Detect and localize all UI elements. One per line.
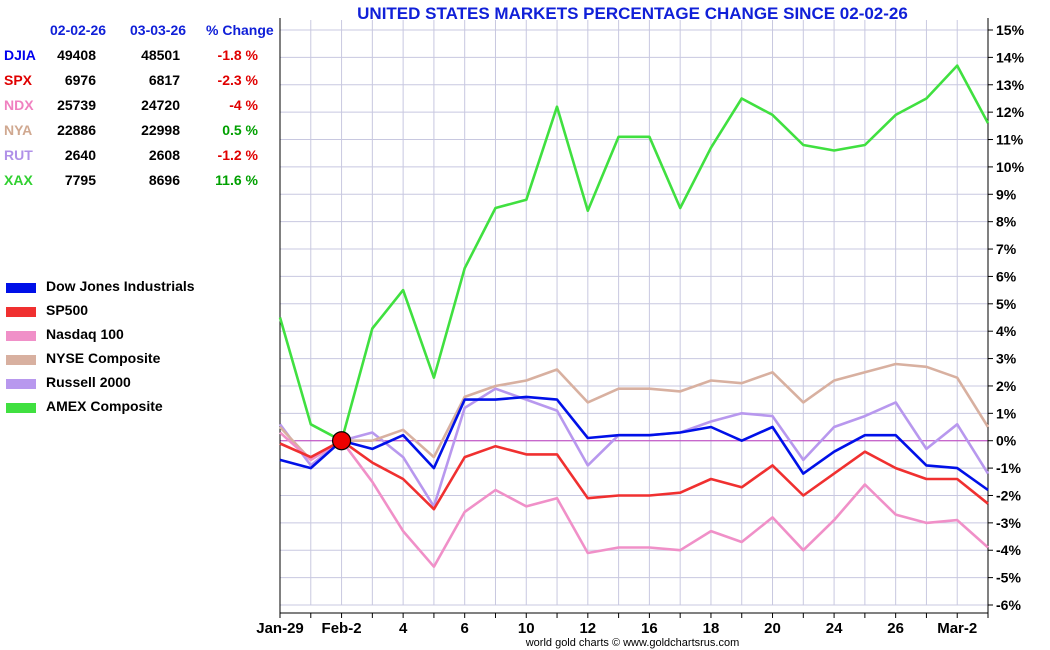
legend-swatch <box>6 379 36 389</box>
x-tick-label: Jan-29 <box>256 620 304 637</box>
table-cell-change-value: -4 % <box>229 97 258 113</box>
series-line-russell-2000 <box>278 387 990 508</box>
legend-swatch <box>6 355 36 365</box>
table-cell-end-value: 6817 <box>148 72 180 88</box>
header-change: % Change <box>206 22 274 38</box>
y-tick-label: 3% <box>996 351 1017 367</box>
x-tick-label: 16 <box>641 620 658 637</box>
table-cell-change-value: -2.3 % <box>217 72 258 88</box>
table-cell-symbol: SPX <box>4 72 33 88</box>
x-tick-label: 12 <box>579 620 596 637</box>
x-tick-label: 26 <box>887 620 904 637</box>
y-tick-label: 13% <box>996 77 1025 93</box>
x-tick-label: 18 <box>703 620 720 637</box>
header-end-date: 03-03-26 <box>130 22 187 38</box>
x-tick-label: 6 <box>461 620 469 637</box>
series-line-dow-jones-industrials <box>279 395 989 492</box>
y-tick-label: 10% <box>996 159 1025 175</box>
y-tick-label: 0% <box>996 433 1017 449</box>
legend-label: AMEX Composite <box>46 398 163 414</box>
series-line-nasdaq-100 <box>279 431 989 569</box>
chart-credit: world gold charts © www.goldchartsrus.co… <box>525 637 740 649</box>
table-cell-symbol: NYA <box>4 122 33 138</box>
y-tick-label: -5% <box>996 570 1021 586</box>
y-tick-label: -1% <box>996 460 1021 476</box>
table-cell-start-value: 2640 <box>64 147 96 163</box>
y-tick-label: 6% <box>996 268 1017 284</box>
legend-label: Dow Jones Industrials <box>46 278 195 294</box>
y-tick-label: 15% <box>996 22 1025 38</box>
y-tick-label: 1% <box>996 405 1017 421</box>
y-tick-label: 11% <box>996 132 1024 148</box>
table-cell-symbol: DJIA <box>4 47 36 63</box>
y-tick-label: -2% <box>996 487 1021 503</box>
base-date-marker <box>331 431 352 451</box>
table-cell-symbol: RUT <box>4 147 33 163</box>
x-tick-label: 10 <box>518 620 535 637</box>
y-tick-label: -3% <box>996 515 1021 531</box>
y-tick-label: 2% <box>996 378 1017 394</box>
table-cell-symbol: NDX <box>4 97 34 113</box>
table-cell-start-value: 7795 <box>64 172 96 188</box>
y-tick-label: 4% <box>996 323 1017 339</box>
series-line-nyse-composite <box>279 362 990 462</box>
x-tick-label: 4 <box>399 620 408 637</box>
y-tick-label: 8% <box>996 214 1017 230</box>
legend-swatch <box>6 283 36 293</box>
y-tick-label: 14% <box>996 49 1025 65</box>
x-tick-label: 20 <box>764 620 781 637</box>
legend-label: Russell 2000 <box>46 374 131 390</box>
x-tick-label: Mar-2 <box>937 620 977 637</box>
legend-swatch <box>6 403 36 413</box>
table-cell-change-value: 0.5 % <box>222 122 258 138</box>
table-cell-start-value: 25739 <box>57 97 96 113</box>
table-cell-change-value: -1.2 % <box>217 147 258 163</box>
y-tick-label: 7% <box>996 241 1017 257</box>
legend-label: NYSE Composite <box>46 350 161 366</box>
series-line-amex-composite <box>278 64 990 443</box>
table-cell-symbol: XAX <box>4 172 33 188</box>
legend-label: SP500 <box>46 302 89 318</box>
table-cell-end-value: 2608 <box>148 147 180 163</box>
table-cell-change-value: 11.6 % <box>215 172 258 188</box>
table-cell-start-value: 6976 <box>64 72 96 88</box>
y-tick-label: 5% <box>996 296 1017 312</box>
y-tick-label: -6% <box>996 597 1021 613</box>
x-tick-label: 24 <box>826 620 843 637</box>
y-tick-label: 12% <box>996 104 1025 120</box>
y-tick-label: 9% <box>996 186 1017 202</box>
x-tick-label: Feb-2 <box>322 620 362 637</box>
y-tick-label: -4% <box>996 542 1021 558</box>
table-cell-start-value: 49408 <box>57 47 96 63</box>
series-line-sp500 <box>279 439 989 511</box>
header-start-date: 02-02-26 <box>50 22 107 38</box>
legend-swatch <box>6 331 36 341</box>
table-cell-end-value: 8696 <box>148 172 180 188</box>
legend-label: Nasdaq 100 <box>46 326 124 342</box>
table-cell-start-value: 22886 <box>57 122 96 138</box>
legend-swatch <box>6 307 36 317</box>
table-cell-end-value: 48501 <box>141 47 180 63</box>
chart-title: UNITED STATES MARKETS PERCENTAGE CHANGE … <box>357 4 908 23</box>
table-cell-end-value: 22998 <box>141 122 180 138</box>
table-cell-end-value: 24720 <box>141 97 180 113</box>
table-cell-change-value: -1.8 % <box>217 47 258 63</box>
